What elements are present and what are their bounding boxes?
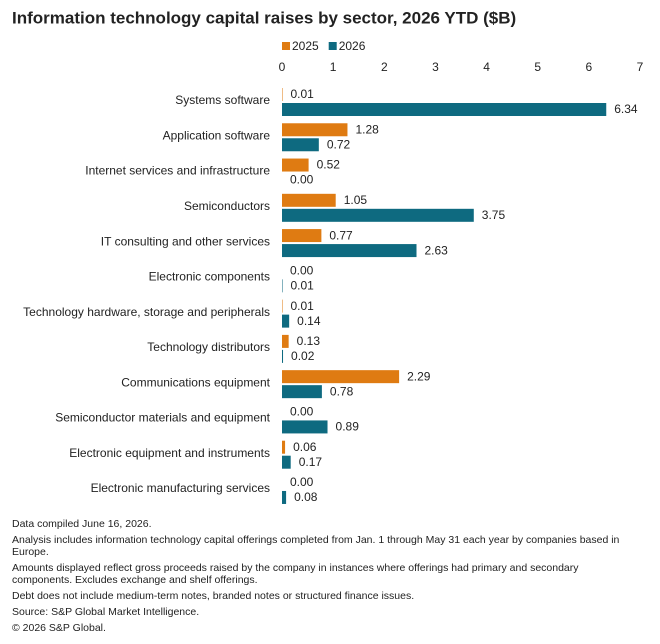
footnote: Amounts displayed reflect gross proceeds… (12, 562, 579, 586)
value-label: 0.01 (291, 279, 315, 293)
x-tick-label: 2 (381, 60, 388, 74)
value-label: 0.01 (291, 87, 315, 101)
value-label: 0.08 (294, 490, 318, 504)
bar (282, 440, 286, 454)
footnote: Source: S&P Global Market Intelligence. (12, 606, 200, 618)
x-tick-label: 0 (279, 60, 286, 74)
category-label: IT consulting and other services (101, 234, 270, 248)
footnote: Debt does not include medium-term notes,… (12, 590, 415, 602)
bar (282, 370, 400, 384)
value-label: 0.72 (327, 137, 351, 151)
footnote: Data compiled June 16, 2026. (12, 518, 152, 530)
bar (282, 299, 283, 313)
x-tick-label: 5 (534, 60, 541, 74)
chart: Information technology capital raises by… (12, 8, 644, 504)
legend-label: 2026 (339, 39, 366, 53)
bar (282, 279, 283, 293)
bar (282, 158, 309, 172)
value-label: 1.28 (355, 122, 379, 136)
value-label: 6.34 (614, 102, 638, 116)
value-label: 0.14 (297, 314, 321, 328)
value-label: 0.06 (293, 440, 317, 454)
bar (282, 385, 322, 399)
value-label: 2.63 (425, 243, 449, 257)
value-label: 0.00 (290, 475, 314, 489)
value-label: 1.05 (344, 193, 368, 207)
bar (282, 229, 322, 243)
value-label: 0.00 (290, 405, 314, 419)
x-tick-label: 4 (483, 60, 490, 74)
value-label: 0.89 (336, 420, 360, 434)
value-label: 2.29 (407, 369, 431, 383)
legend-swatch (282, 42, 290, 50)
value-label: 0.01 (291, 299, 315, 313)
bar (282, 123, 348, 137)
bar (282, 208, 474, 222)
category-label: Electronic manufacturing services (91, 481, 270, 495)
footnote: Analysis includes information technology… (12, 534, 620, 558)
bar (282, 420, 328, 434)
x-tick-label: 3 (432, 60, 439, 74)
chart-title: Information technology capital raises by… (12, 8, 516, 27)
category-label: Semiconductor materials and equipment (55, 411, 270, 425)
bar (282, 103, 607, 116)
category-label: Electronic equipment and instruments (69, 446, 270, 460)
category-label: Internet services and infrastructure (85, 164, 270, 178)
x-tick-label: 7 (637, 60, 644, 74)
value-label: 0.17 (299, 455, 323, 469)
bar (282, 455, 291, 469)
bar (282, 244, 417, 258)
value-label: 0.00 (290, 173, 314, 187)
legend-swatch (328, 42, 337, 50)
value-label: 0.78 (330, 384, 354, 398)
bar (282, 88, 283, 101)
bar (282, 138, 319, 152)
footnotes: Data compiled June 16, 2026. Analysis inc… (12, 518, 632, 638)
category-label: Technology hardware, storage and periphe… (23, 305, 270, 319)
category-label: Communications equipment (121, 375, 270, 389)
value-label: 3.75 (482, 208, 506, 222)
value-label: 0.13 (297, 334, 321, 348)
bar (282, 490, 287, 504)
bar (282, 334, 289, 348)
value-label: 0.52 (317, 158, 341, 172)
category-label: Electronic components (149, 270, 270, 284)
legend-label: 2025 (292, 39, 319, 53)
x-tick-label: 6 (586, 60, 593, 74)
footnote: © 2026 S&P Global. (12, 622, 106, 634)
x-tick-label: 1 (330, 60, 337, 74)
category-label: Semiconductors (184, 199, 270, 213)
bar (282, 349, 284, 363)
value-label: 0.02 (291, 349, 315, 363)
value-label: 0.00 (290, 264, 314, 278)
bar (282, 193, 336, 207)
bar (282, 314, 290, 328)
category-label: Systems software (175, 93, 270, 107)
value-label: 0.77 (329, 228, 353, 242)
category-label: Technology distributors (147, 340, 270, 354)
category-label: Application software (163, 128, 271, 142)
